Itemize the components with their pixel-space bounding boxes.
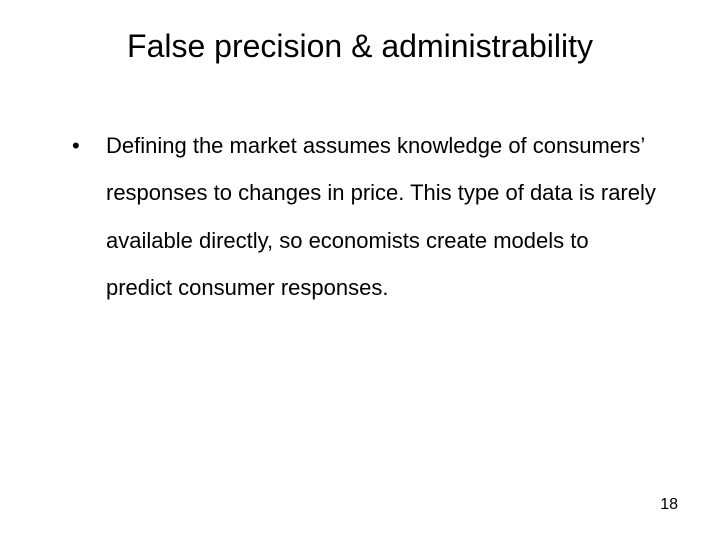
slide: False precision & administrability • Def… — [0, 0, 720, 540]
bullet-item: • Defining the market assumes knowledge … — [72, 122, 660, 311]
slide-title: False precision & administrability — [0, 28, 720, 65]
page-number: 18 — [660, 496, 678, 514]
bullet-text: Defining the market assumes knowledge of… — [106, 122, 660, 311]
bullet-marker-icon: • — [72, 122, 106, 169]
slide-body: • Defining the market assumes knowledge … — [72, 122, 660, 311]
